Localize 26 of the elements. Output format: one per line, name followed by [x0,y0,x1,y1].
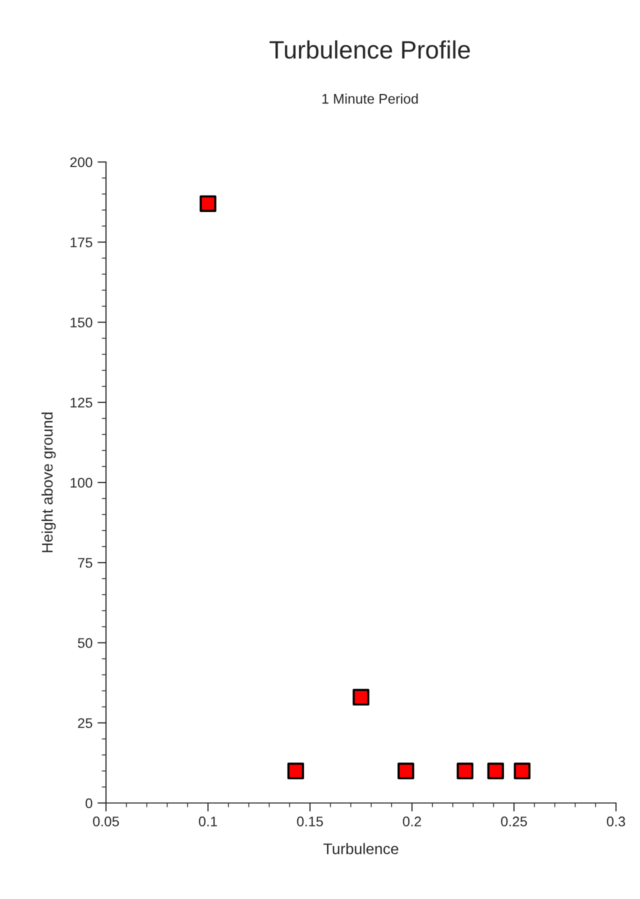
y-tick-label: 25 [78,718,92,728]
y-axis-title: Height above ground [42,412,56,552]
chart-title: Turbulence Profile [270,40,470,59]
point [398,762,414,780]
point [287,762,304,780]
y-tick-label: 75 [78,558,92,568]
x-tick-label: 0.3 [606,816,626,826]
y-tick-label: 125 [70,398,92,408]
x-tick-label: 0.2 [402,816,421,826]
x-tick-label: 0.1 [198,816,217,826]
y-tick-label: 200 [70,157,92,168]
point [200,195,216,212]
y-tick-label: 150 [70,318,92,328]
point [487,762,504,780]
y-tick-label: 175 [70,238,92,248]
chart-subtitle: 1 Minute Period [322,94,418,104]
point [352,688,370,706]
point [514,762,530,780]
x-tick-label: 0.15 [297,816,323,826]
x-tick-label: 0.05 [93,816,119,826]
x-axis-title: Turbulence [323,843,398,854]
y-tick-label: 50 [78,638,92,648]
point [456,762,474,780]
y-tick-label: 100 [70,478,92,488]
y-tick-label: 0 [86,798,92,808]
x-tick-label: 0.25 [501,816,527,826]
